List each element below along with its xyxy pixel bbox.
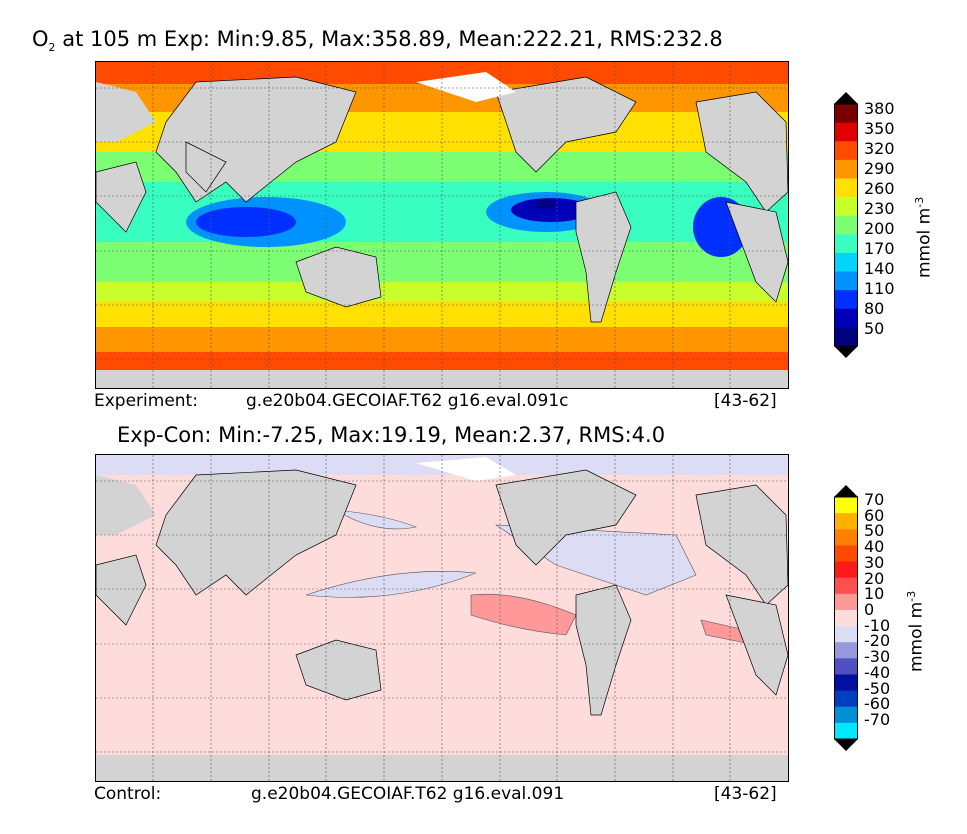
title-o: O bbox=[32, 27, 49, 51]
colorbar-tick-label: -30 bbox=[864, 647, 891, 667]
colorbar-tick-label: -70 bbox=[864, 710, 891, 729]
colorbar-swatch bbox=[834, 215, 858, 235]
colorbar-swatch bbox=[834, 290, 858, 310]
colorbar-outline bbox=[834, 496, 858, 740]
colorbar-tick-label: -40 bbox=[864, 662, 891, 682]
difference-colorbar-unit: mmol m-3 bbox=[905, 591, 927, 672]
colorbar-swatch bbox=[834, 561, 858, 579]
colorbar-swatch bbox=[834, 308, 858, 328]
experiment-map-svg bbox=[96, 62, 788, 388]
colorbar-swatch bbox=[834, 159, 858, 179]
colorbar-swatch bbox=[834, 234, 858, 254]
colorbar-tick-label: 30 bbox=[864, 552, 885, 572]
experiment-caption-label: Experiment: bbox=[94, 391, 198, 411]
colorbar-outline bbox=[834, 103, 858, 347]
colorbar-extend-top bbox=[834, 485, 858, 497]
colorbar-swatch bbox=[834, 141, 858, 161]
colorbar-swatch bbox=[834, 252, 858, 273]
colorbar-tick-label: 350 bbox=[864, 119, 895, 138]
colorbar-swatch bbox=[834, 178, 858, 198]
colorbar-tick-label: 110 bbox=[864, 279, 895, 298]
top-map-title: O2 at 105 m Exp: Min:9.85, Max:358.89, M… bbox=[32, 27, 723, 54]
difference-map bbox=[95, 454, 789, 782]
control-caption-label: Control: bbox=[94, 784, 162, 804]
control-caption-case: g.e20b04.GECOIAF.T62 g16.eval.091 bbox=[251, 784, 565, 804]
colorbar-tick-label: 20 bbox=[864, 568, 885, 588]
experiment-colorbar-ticks: 380 350 320 290 260 230 200 170 140 110 80 50 bbox=[864, 101, 914, 348]
colorbar-swatch bbox=[834, 271, 858, 291]
title-subscript: 2 bbox=[48, 41, 56, 55]
colorbar-tick-label: 170 bbox=[864, 239, 895, 258]
colorbar-swatch bbox=[834, 593, 858, 611]
colorbar-tick-label: -50 bbox=[864, 678, 891, 698]
difference-colorbar-ticks: 70 60 50 40 30 20 10 0 -10 -20 -30 -40 -50 -60 -70 bbox=[864, 492, 914, 735]
colorbar-swatch bbox=[834, 577, 858, 595]
colorbar-tick-label: -60 bbox=[864, 694, 891, 714]
colorbar-swatch bbox=[834, 529, 858, 546]
unit-text: mmol m bbox=[914, 207, 935, 278]
colorbar-tick-label: 0 bbox=[864, 600, 875, 619]
unit-sup: -3 bbox=[913, 196, 926, 208]
colorbar-swatch bbox=[834, 658, 858, 675]
colorbar-tick-label: 60 bbox=[864, 505, 885, 525]
colorbar-tick-label: -10 bbox=[864, 615, 891, 635]
title-rest: at 105 m Exp: Min:9.85, Max:358.89, Mean… bbox=[55, 27, 723, 51]
colorbar-tick-label: 40 bbox=[864, 537, 885, 557]
colorbar-swatch bbox=[834, 690, 858, 708]
colorbar-swatch bbox=[834, 197, 858, 217]
colorbar-swatch bbox=[834, 122, 858, 142]
colorbar-swatch bbox=[834, 722, 858, 740]
colorbar-extend-bottom bbox=[834, 346, 858, 358]
colorbar-tick-label: 50 bbox=[864, 521, 885, 541]
colorbar-tick-label: 290 bbox=[864, 159, 895, 178]
colorbar-swatch bbox=[834, 626, 858, 643]
experiment-caption-years: [43-62] bbox=[714, 391, 777, 411]
colorbar-tick-label: 70 bbox=[864, 490, 885, 509]
experiment-map bbox=[95, 61, 789, 389]
colorbar-tick-label: 380 bbox=[864, 99, 895, 118]
diff-map-title: Exp-Con: Min:-7.25, Max:19.19, Mean:2.37… bbox=[117, 423, 666, 447]
colorbar-swatch bbox=[834, 545, 858, 563]
experiment-colorbar-unit: mmol m-3 bbox=[913, 197, 935, 278]
colorbar-tick-label: 10 bbox=[864, 584, 885, 604]
colorbar-swatch bbox=[834, 327, 858, 347]
colorbar-tick-label: 320 bbox=[864, 139, 895, 158]
colorbar-swatch bbox=[834, 642, 858, 659]
colorbar-extend-top bbox=[834, 92, 858, 104]
colorbar-swatch bbox=[834, 674, 858, 692]
colorbar-tick-label: 260 bbox=[864, 179, 895, 198]
unit-text: mmol m bbox=[906, 601, 927, 672]
colorbar-extend-bottom bbox=[834, 739, 858, 751]
unit-sup: -3 bbox=[905, 590, 918, 602]
colorbar-swatch bbox=[834, 609, 858, 627]
colorbar-tick-label: -20 bbox=[864, 631, 891, 651]
experiment-caption-case: g.e20b04.GECOIAF.T62 g16.eval.091c bbox=[246, 391, 569, 411]
control-caption-years: [43-62] bbox=[714, 784, 777, 804]
difference-map-svg bbox=[96, 455, 788, 781]
experiment-colorbar bbox=[834, 92, 858, 358]
colorbar-swatch bbox=[834, 513, 858, 530]
colorbar-tick-label: 140 bbox=[864, 259, 895, 278]
colorbar-swatch bbox=[834, 104, 858, 124]
colorbar-swatch bbox=[834, 497, 858, 514]
colorbar-tick-label: 80 bbox=[864, 299, 885, 318]
difference-colorbar bbox=[834, 485, 858, 751]
colorbar-tick-label: 50 bbox=[864, 319, 885, 338]
colorbar-swatch bbox=[834, 706, 858, 724]
colorbar-tick-label: 230 bbox=[864, 199, 895, 218]
colorbar-tick-label: 200 bbox=[864, 219, 895, 238]
